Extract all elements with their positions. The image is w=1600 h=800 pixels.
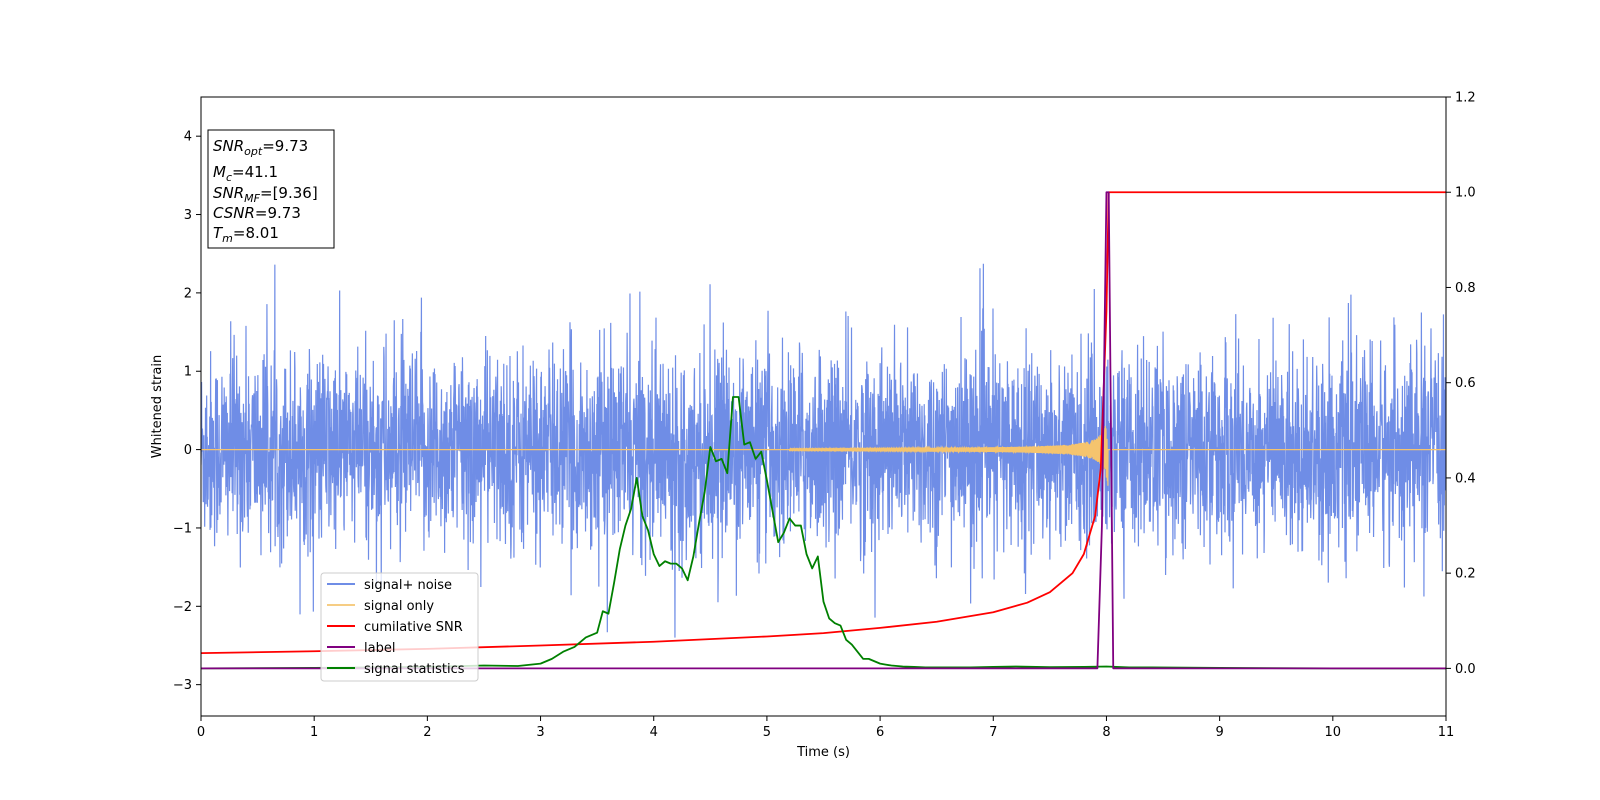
annotation-line: SNRopt=9.73 — [213, 137, 308, 158]
x-tick-label: 6 — [876, 725, 884, 740]
legend: signal+ noise signal only cumilative SNR la… — [320, 572, 479, 682]
y-tick-label: −3 — [173, 678, 192, 693]
x-tick-label: 8 — [1102, 725, 1110, 740]
annotation-frame — [207, 129, 335, 249]
y-tick-label: 3 — [184, 208, 192, 223]
legend-frame — [320, 572, 479, 682]
series-label — [201, 191, 1446, 670]
y-tick-label: 2 — [184, 286, 192, 301]
legend-label: label — [364, 641, 395, 656]
legend-label: signal+ noise — [364, 578, 452, 593]
legend-label: signal only — [364, 599, 434, 614]
y-right-tick-label: 0.4 — [1455, 471, 1476, 486]
x-tick-label: 7 — [989, 725, 997, 740]
annotation-line: Mc=41.1 — [213, 163, 278, 184]
series-signal-statistics — [201, 396, 1446, 670]
y-tick-label: 0 — [184, 443, 192, 458]
x-tick-label: 9 — [1215, 725, 1223, 740]
x-tick-label: 10 — [1325, 725, 1342, 740]
x-tick-label: 3 — [536, 725, 544, 740]
y-right-tick-label: 0.8 — [1455, 281, 1476, 296]
y-right-tick-label: 0.0 — [1455, 662, 1476, 677]
series-signal-noise — [201, 263, 1446, 638]
x-tick-label: 0 — [197, 725, 205, 740]
x-axis: 0 1 2 3 4 5 6 7 8 9 10 11 — [197, 716, 1454, 740]
y-right-tick-label: 1.0 — [1455, 186, 1476, 201]
y-right-tick-label: 1.2 — [1455, 91, 1476, 106]
x-tick-label: 5 — [763, 725, 771, 740]
y-tick-label: −2 — [173, 600, 192, 615]
series-cumulative-snr — [201, 191, 1446, 655]
annotation-line: SNRMF=[9.36] — [213, 184, 318, 205]
y-tick-label: 4 — [184, 130, 192, 145]
x-tick-label: 4 — [650, 725, 658, 740]
plot-frame — [200, 96, 1447, 717]
legend-label: signal statistics — [364, 662, 465, 677]
y-axis-left: −3 −2 −1 0 1 2 3 4 — [173, 130, 201, 693]
x-tick-label: 2 — [423, 725, 431, 740]
y-right-tick-label: 0.6 — [1455, 376, 1476, 391]
x-axis-label: Time (s) — [796, 745, 850, 760]
x-tick-label: 11 — [1438, 725, 1455, 740]
y-tick-label: 1 — [184, 365, 192, 380]
series-signal-only — [201, 426, 1446, 486]
y-axis-label: Whitened strain — [150, 355, 165, 458]
y-tick-label: −1 — [173, 521, 192, 536]
legend-label: cumilative SNR — [364, 620, 463, 635]
plot-area — [201, 191, 1446, 670]
annotation-line: Tm=8.01 — [213, 224, 279, 245]
y-right-tick-label: 0.2 — [1455, 567, 1476, 582]
annotation-line: CSNR=9.73 — [213, 204, 301, 222]
y-axis-right: 0.0 0.2 0.4 0.6 0.8 1.0 1.2 — [1446, 91, 1476, 677]
x-tick-label: 1 — [310, 725, 318, 740]
